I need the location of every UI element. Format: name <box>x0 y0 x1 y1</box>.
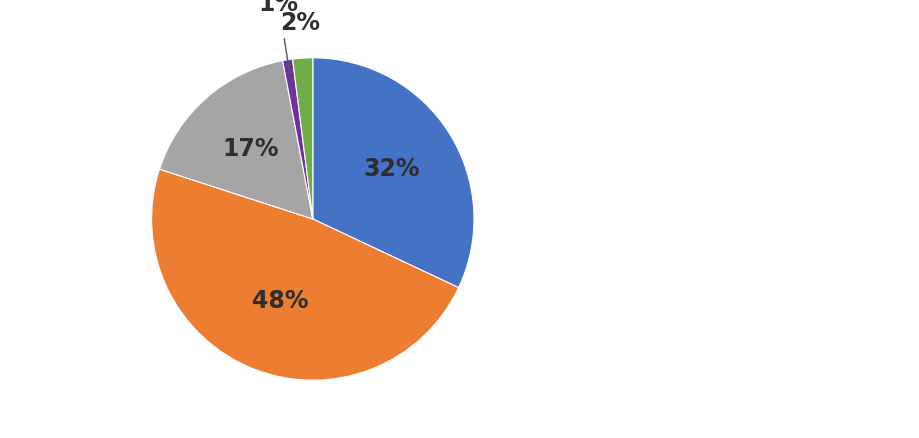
Wedge shape <box>159 61 312 219</box>
Text: 48%: 48% <box>252 290 308 314</box>
Text: 17%: 17% <box>222 137 279 161</box>
Wedge shape <box>312 58 473 288</box>
Wedge shape <box>282 59 312 219</box>
Text: 1%: 1% <box>258 0 299 16</box>
Wedge shape <box>292 58 312 219</box>
Text: 32%: 32% <box>363 157 420 181</box>
Wedge shape <box>152 169 459 380</box>
Text: 2%: 2% <box>280 11 320 35</box>
